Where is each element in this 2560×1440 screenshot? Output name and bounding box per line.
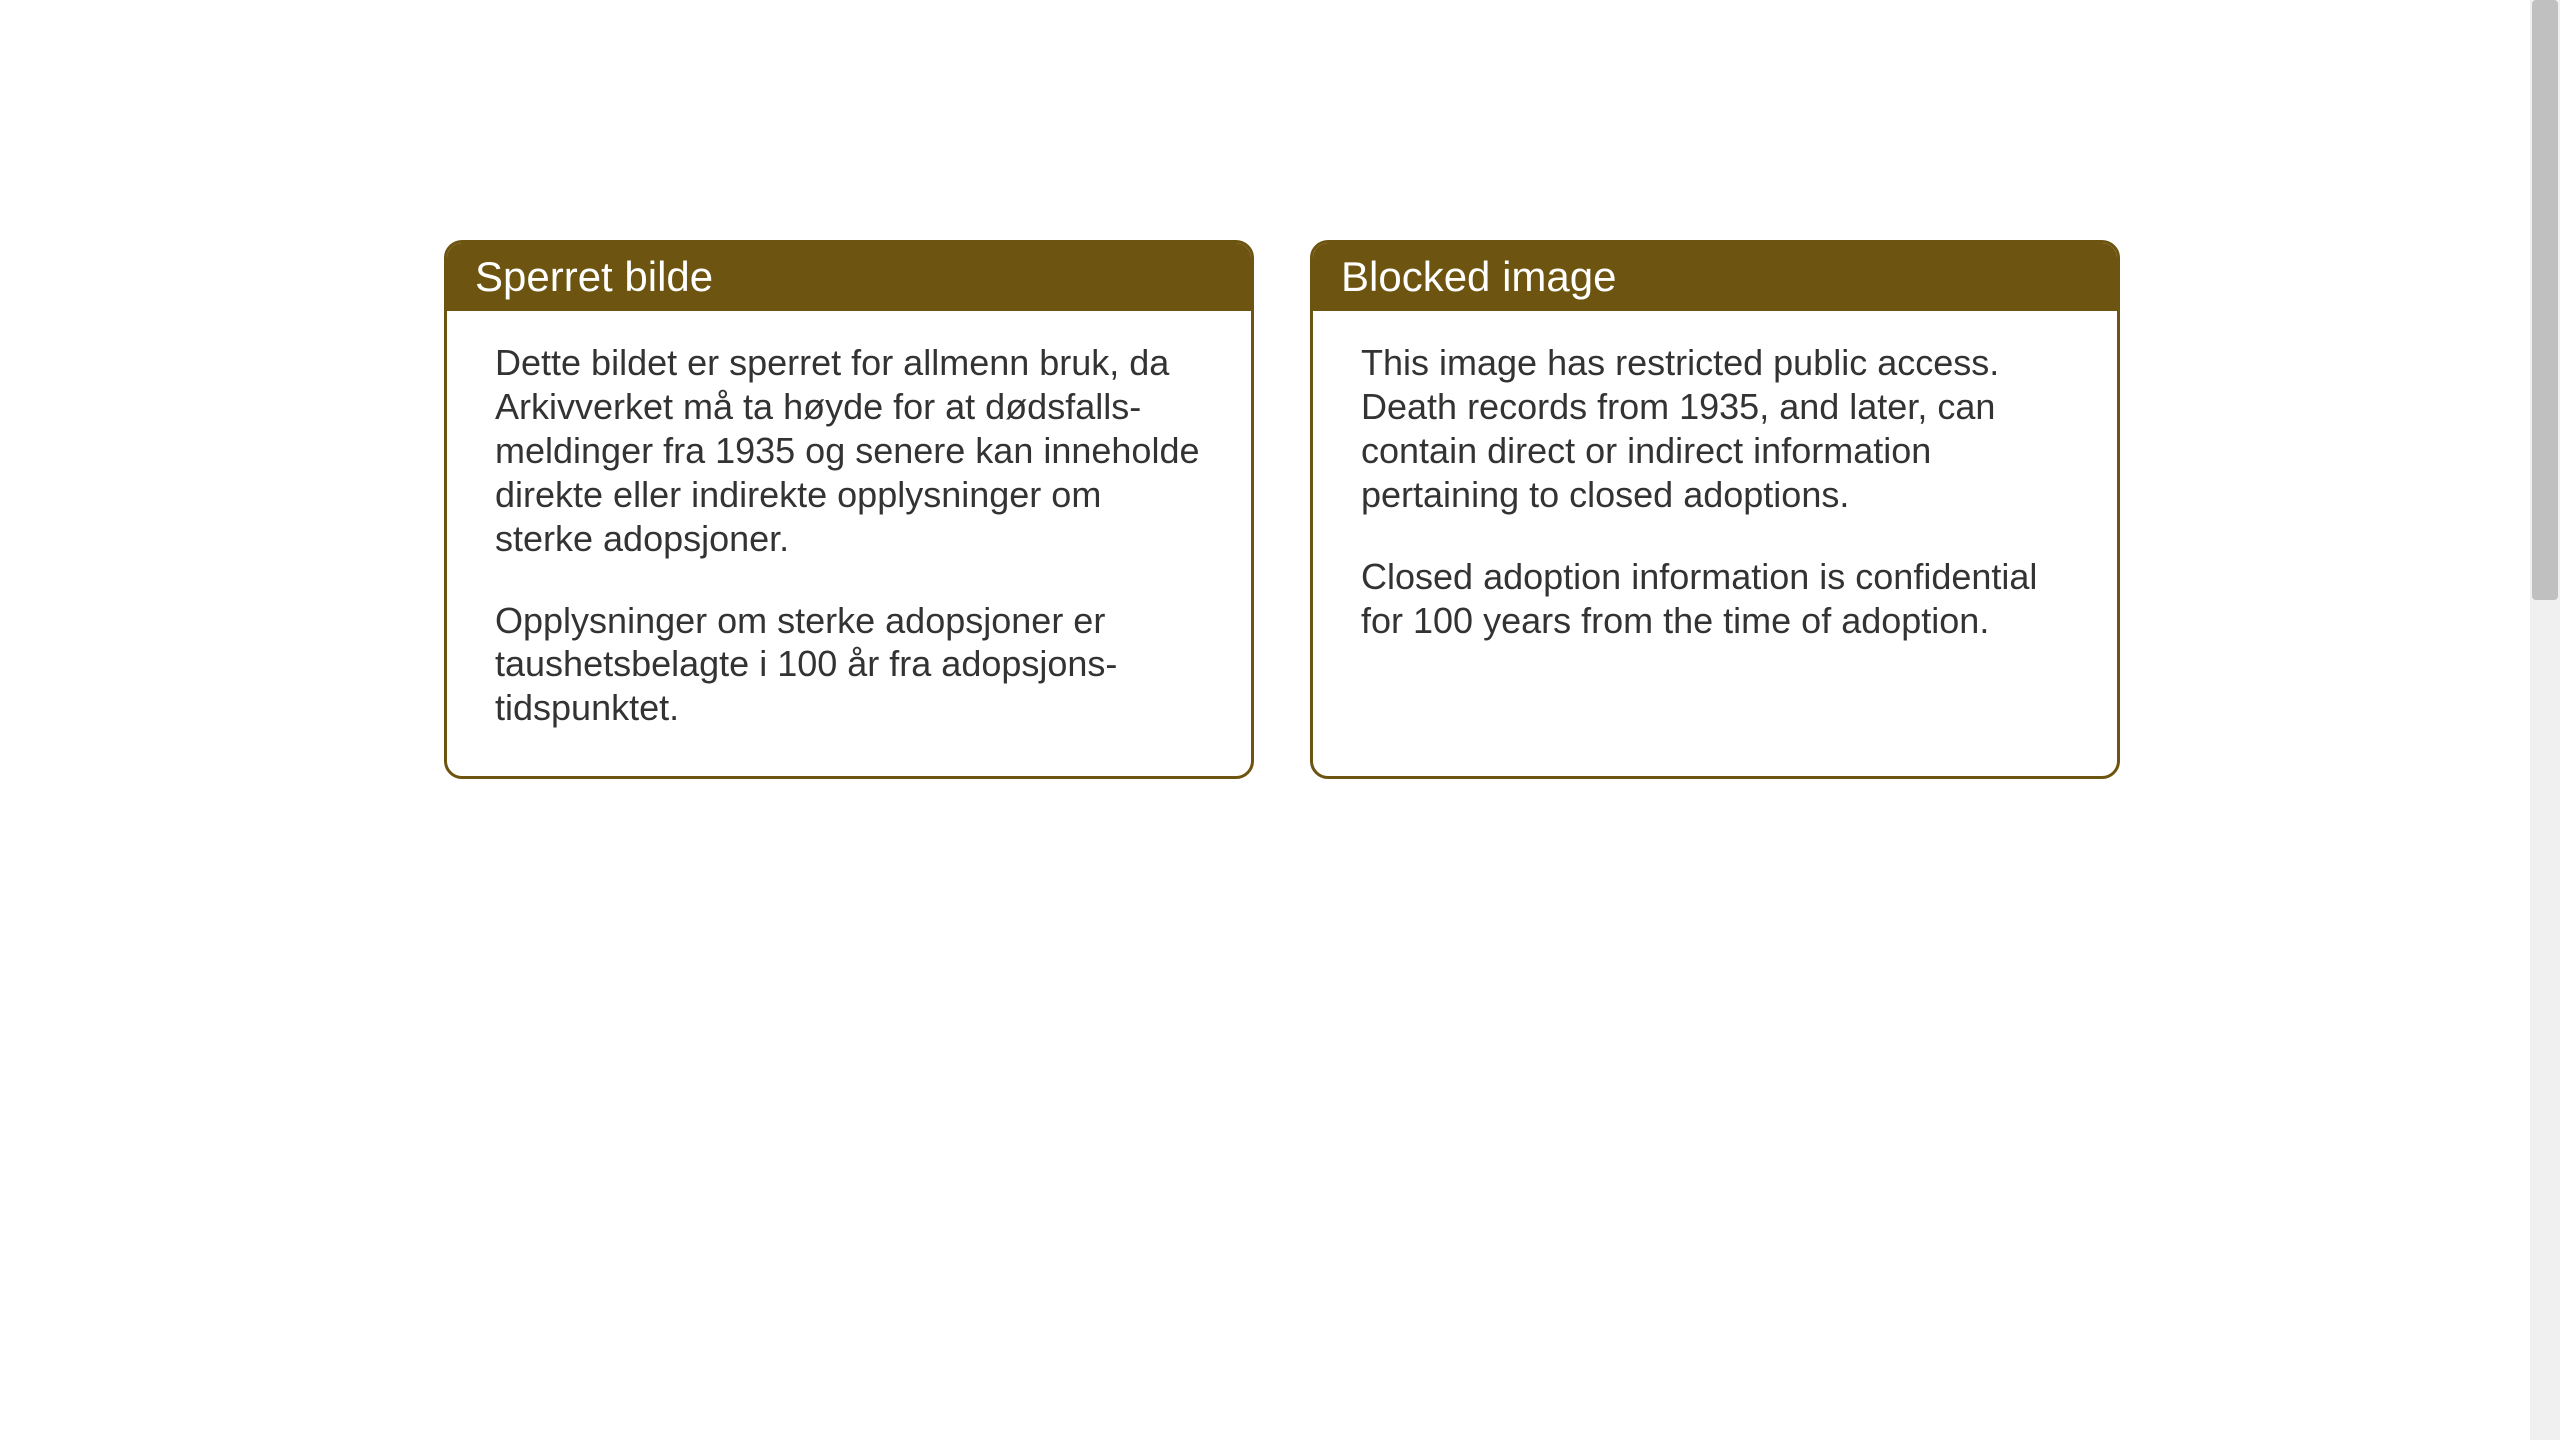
notice-box-norwegian: Sperret bilde Dette bildet er sperret fo… <box>444 240 1254 779</box>
notice-title-english: Blocked image <box>1313 243 2117 311</box>
notice-paragraph-2-english: Closed adoption information is confident… <box>1361 555 2069 643</box>
scrollbar-track[interactable] <box>2530 0 2560 1440</box>
notice-body-english: This image has restricted public access.… <box>1313 311 2117 688</box>
notice-body-norwegian: Dette bildet er sperret for allmenn bruk… <box>447 311 1251 776</box>
scrollbar-thumb[interactable] <box>2532 0 2558 600</box>
notice-container: Sperret bilde Dette bildet er sperret fo… <box>444 240 2120 779</box>
notice-paragraph-1-english: This image has restricted public access.… <box>1361 341 2069 517</box>
notice-paragraph-1-norwegian: Dette bildet er sperret for allmenn bruk… <box>495 341 1203 561</box>
notice-paragraph-2-norwegian: Opplysninger om sterke adopsjoner er tau… <box>495 599 1203 731</box>
notice-title-norwegian: Sperret bilde <box>447 243 1251 311</box>
notice-box-english: Blocked image This image has restricted … <box>1310 240 2120 779</box>
